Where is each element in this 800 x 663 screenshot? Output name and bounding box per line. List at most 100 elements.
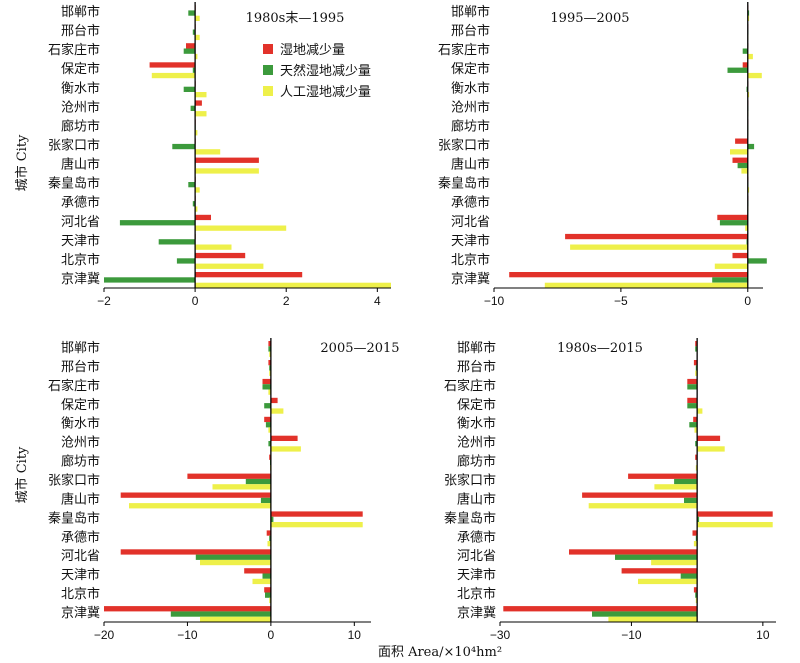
y-axis-label: 城市 City — [14, 134, 30, 191]
bar-1-10 — [697, 511, 773, 517]
category-label: 天津市 — [61, 233, 100, 249]
category-label: 张家口市 — [438, 138, 490, 154]
legend-label-artificial: 人工湿地减少量 — [280, 85, 371, 100]
category-label: 保定市 — [457, 397, 496, 413]
bar-1-6 — [270, 435, 298, 441]
bar-3-13 — [252, 578, 271, 585]
panel-4: 邯郸市邢台市石家庄市保定市衡水市沧州市廊坊市张家口市唐山市秦皇岛市承德市河北省天… — [444, 338, 776, 642]
category-label: 秦皇岛市 — [48, 176, 100, 192]
bar-2-4 — [687, 403, 698, 409]
bar-3-9 — [741, 168, 748, 174]
bar-2-13 — [158, 239, 196, 245]
category-label: 石家庄市 — [444, 378, 496, 394]
panels: 邯郸市邢台市石家庄市保定市衡水市沧州市廊坊市张家口市唐山市秦皇岛市承德市河北省天… — [48, 2, 776, 642]
bar-1-11 — [266, 530, 271, 536]
x-tick-label: −10 — [484, 294, 505, 308]
bar-3-11 — [693, 541, 698, 547]
bar-1-6 — [195, 100, 202, 106]
bar-2-11 — [269, 535, 271, 541]
bar-1-4 — [687, 397, 698, 404]
category-label: 邢台市 — [451, 23, 490, 39]
bar-1-14 — [195, 252, 246, 259]
bar-1-8 — [187, 473, 271, 479]
bar-2-1 — [747, 10, 750, 16]
category-label: 京津冀 — [61, 605, 100, 621]
bar-2-8 — [747, 143, 755, 150]
bar-2-4 — [727, 67, 748, 73]
x-axis-label: 面积 Area/×10⁴hm² — [378, 645, 502, 660]
bar-2-11 — [695, 535, 698, 541]
bar-3-10 — [270, 522, 363, 528]
bar-2-10 — [270, 516, 274, 522]
bar-3-15 — [608, 616, 698, 622]
category-label: 唐山市 — [61, 157, 100, 173]
x-tick-label: −20 — [94, 628, 115, 642]
category-label: 北京市 — [457, 586, 496, 602]
bar-1-8 — [628, 473, 698, 479]
category-label: 邢台市 — [457, 359, 496, 375]
bar-2-5 — [183, 86, 196, 92]
panel-title: 1995—2005 — [550, 11, 629, 26]
category-label: 河北省 — [61, 215, 100, 230]
category-label: 唐山市 — [457, 491, 496, 507]
bar-3-6 — [697, 446, 725, 452]
bar-3-9 — [195, 168, 259, 174]
bar-1-5 — [693, 416, 698, 423]
bar-3-13 — [638, 578, 698, 585]
category-label: 北京市 — [451, 252, 490, 268]
bar-3-3 — [195, 53, 198, 60]
bar-3-12 — [200, 559, 271, 566]
category-label: 衡水市 — [61, 80, 100, 96]
legend-label-wetland: 湿地减少量 — [280, 43, 345, 58]
bar-1-3 — [262, 378, 271, 385]
bar-2-15 — [104, 277, 196, 283]
bar-2-15 — [712, 277, 748, 283]
y-axis-label: 城市 City — [14, 446, 30, 503]
category-label: 邢台市 — [61, 23, 100, 39]
bar-1-4 — [149, 62, 196, 68]
bar-3-2 — [695, 370, 698, 376]
bar-1-15 — [104, 606, 271, 612]
bar-2-6 — [695, 441, 698, 447]
category-label: 张家口市 — [444, 473, 496, 489]
bar-1-2 — [268, 360, 271, 366]
bar-1-2 — [693, 360, 698, 366]
bar-1-9 — [732, 157, 748, 163]
category-label: 保定市 — [61, 61, 100, 77]
bar-3-9 — [129, 503, 271, 509]
bar-2-8 — [245, 478, 271, 485]
bar-3-10 — [195, 187, 200, 193]
bar-3-1 — [269, 351, 271, 357]
panel-1: 邯郸市邢台市石家庄市保定市衡水市沧州市廊坊市张家口市唐山市秦皇岛市承德市河北省天… — [48, 2, 391, 308]
x-tick-label: 10 — [348, 628, 362, 642]
bar-2-6 — [190, 105, 196, 111]
bar-3-8 — [212, 484, 271, 490]
category-label: 衡水市 — [61, 416, 100, 432]
category-label: 北京市 — [61, 252, 100, 268]
category-label: 河北省 — [61, 549, 100, 564]
bar-1-15 — [509, 272, 748, 278]
bar-1-3 — [186, 43, 196, 49]
panel-title: 2005—2015 — [320, 341, 399, 356]
bar-3-5 — [694, 427, 698, 433]
category-label: 承德市 — [61, 195, 100, 211]
bar-2-3 — [262, 384, 271, 390]
x-tick-label: −2 — [97, 294, 111, 308]
category-label: 石家庄市 — [48, 42, 100, 58]
bar-2-5 — [689, 422, 698, 428]
panel-3: 邯郸市邢台市石家庄市保定市衡水市沧州市廊坊市张家口市唐山市秦皇岛市承德市河北省天… — [48, 338, 400, 642]
bar-3-1 — [747, 15, 750, 21]
legend-label-natural: 天然湿地减少量 — [280, 63, 371, 79]
category-label: 沧州市 — [61, 435, 100, 451]
legend-swatch-wetland — [263, 44, 273, 54]
bar-2-3 — [183, 48, 196, 54]
category-label: 河北省 — [451, 215, 490, 230]
bar-3-8 — [195, 149, 221, 155]
bar-1-11 — [692, 530, 698, 536]
x-tick-label: 0 — [192, 294, 199, 308]
bar-1-1 — [268, 341, 271, 347]
bar-2-14 — [265, 592, 271, 598]
bar-1-15 — [503, 606, 698, 612]
bar-2-10 — [697, 516, 700, 522]
category-label: 秦皇岛市 — [48, 510, 100, 526]
